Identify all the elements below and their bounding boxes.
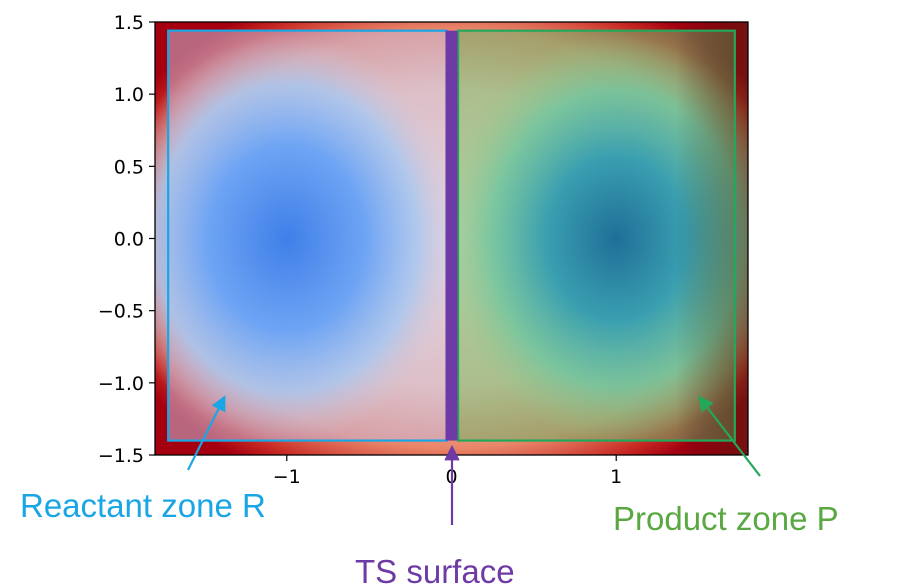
y-tick-label: −0.5	[98, 301, 144, 323]
ts-surface-label: TS surface	[355, 553, 515, 586]
y-tick-label: −1.5	[98, 445, 144, 467]
product-edge-shade	[458, 22, 748, 455]
y-axis: 1.5 1.0 0.5 0.0 −0.5 −1.0 −1.5	[98, 12, 155, 467]
x-tick-label: −1	[273, 466, 301, 488]
x-tick-label: 1	[610, 466, 622, 488]
reactant-well	[155, 33, 462, 444]
x-axis: −101	[273, 455, 622, 488]
product-arrow	[698, 395, 761, 477]
y-tick-label: 0.0	[114, 229, 144, 251]
y-tick-label: 1.0	[114, 84, 144, 106]
product-zone-border	[456, 29, 736, 442]
reactant-zone-label: Reactant zone R	[20, 487, 266, 524]
y-tick-label: −1.0	[98, 373, 144, 395]
plot-area	[155, 22, 748, 455]
y-tick-label: 1.5	[114, 12, 144, 34]
reactant-arrow	[187, 395, 226, 471]
ts-surface-band	[445, 30, 458, 441]
y-tick-label: 0.5	[114, 156, 144, 178]
product-zone-label: Product zone P	[613, 500, 839, 537]
